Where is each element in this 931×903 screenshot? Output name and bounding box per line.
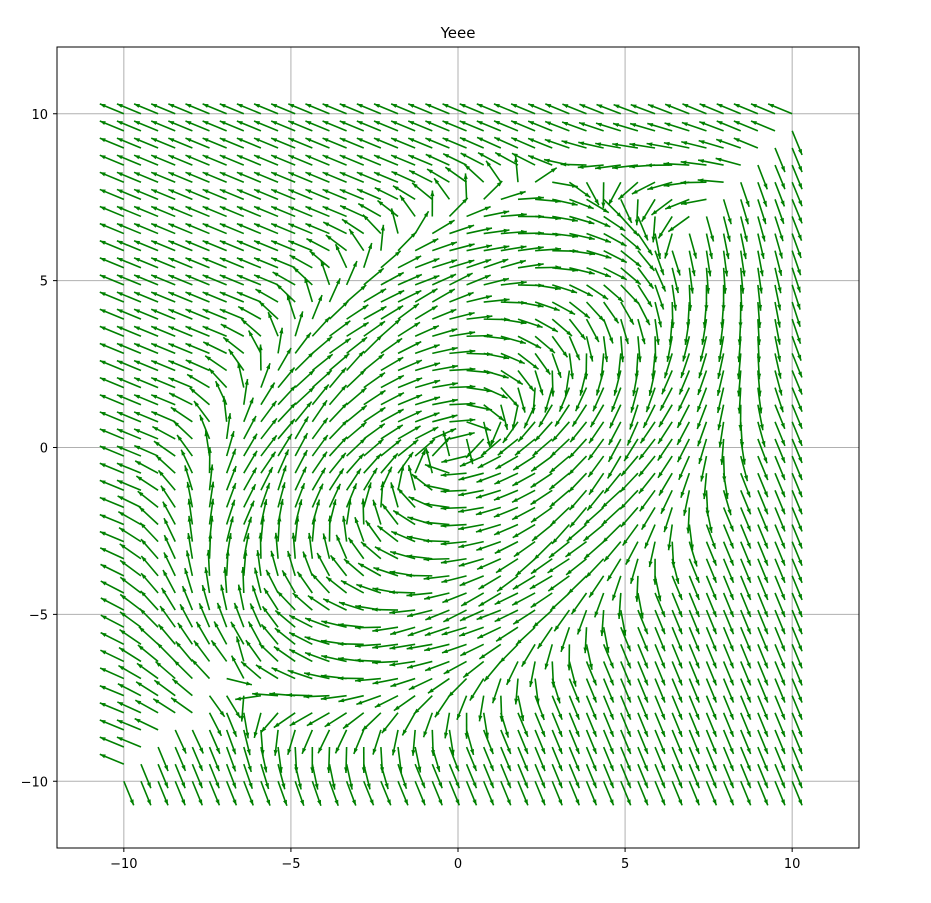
y-tick-label: −10 bbox=[21, 775, 48, 790]
x-tick-label: 10 bbox=[784, 857, 801, 872]
y-tick-label: 10 bbox=[31, 108, 48, 123]
x-tick-label: −5 bbox=[281, 857, 300, 872]
x-tick-label: 5 bbox=[621, 857, 629, 872]
chart-title: Yeee bbox=[440, 24, 476, 42]
x-tick-label: 0 bbox=[454, 857, 462, 872]
y-tick-label: −5 bbox=[29, 608, 48, 623]
y-tick-label: 5 bbox=[40, 275, 48, 290]
y-tick-label: 0 bbox=[40, 442, 48, 457]
x-tick-label: −10 bbox=[110, 857, 137, 872]
